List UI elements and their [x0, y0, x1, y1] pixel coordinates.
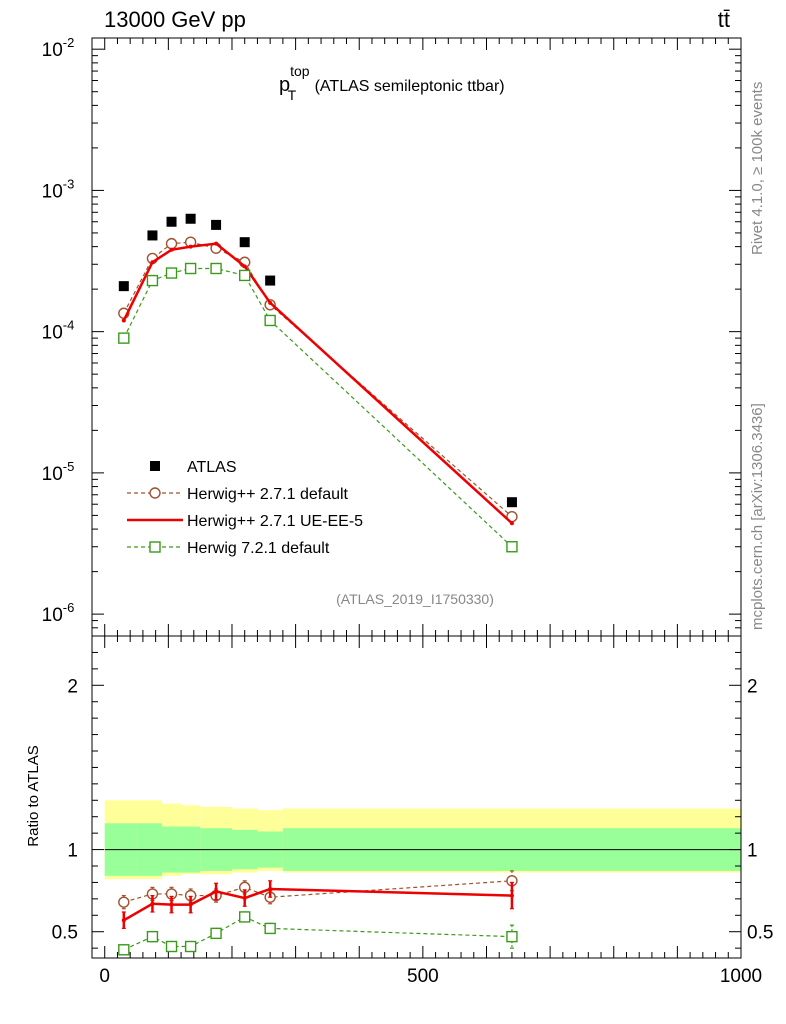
- ratio-y-tick-label-right: 2: [747, 676, 758, 697]
- data-point-0: [211, 219, 222, 230]
- y-tick-label: 10-5: [42, 459, 75, 485]
- process-label: tt̄: [718, 7, 730, 32]
- data-point-1: [165, 237, 178, 250]
- data-point-3: [184, 262, 197, 275]
- series-line-2: [122, 242, 513, 525]
- data-point-0: [147, 230, 158, 241]
- data-point-0: [265, 275, 276, 286]
- main-panel: 10-6 10-5 10-4 10-3 10-2: [42, 35, 742, 648]
- ratio-point-2: [118, 944, 130, 956]
- ratio-y-tick-label: 0.5: [52, 923, 78, 944]
- source-label: mcplots.cern.ch [arXiv:1306.3436]: [749, 403, 766, 630]
- data-point-0: [506, 497, 517, 508]
- title-description: (ATLAS semileptonic ttbar): [310, 78, 504, 95]
- ratio-point-2: [165, 940, 178, 953]
- data-point-2: [509, 521, 514, 526]
- data-point-2: [188, 244, 193, 249]
- x-tick-label: 0: [99, 966, 110, 987]
- legend-label-0: ATLAS: [187, 459, 237, 476]
- y-tick-label: 10-4: [42, 318, 75, 344]
- ratio-line-1: [123, 887, 512, 922]
- ratio-point-2: [146, 930, 159, 943]
- ratio-panel: 0 500 1000 0.5 0.5 1 1 2 2: [52, 635, 773, 987]
- ratio-line-2: [123, 916, 512, 951]
- ratio-point-2: [264, 922, 276, 935]
- series-line-3: [123, 267, 513, 548]
- data-point-2: [169, 247, 174, 252]
- ratio-line-0: [123, 880, 512, 903]
- ratio-point-1: [268, 887, 273, 891]
- data-point-2: [121, 318, 126, 323]
- ratio-y-tick-label-right: 1: [747, 841, 758, 862]
- ratio-point-2: [184, 940, 197, 953]
- ratio-point-1: [214, 889, 219, 894]
- data-point-2: [150, 260, 155, 265]
- title-subscript: T: [288, 87, 297, 103]
- y-tick-label: 10-3: [42, 176, 75, 202]
- ratio-ylabel: Ratio to ATLAS: [25, 745, 42, 846]
- legend-label-2: Herwig++ 2.7.1 UE-EE-5: [187, 513, 363, 530]
- data-point-0: [185, 213, 196, 224]
- data-point-2: [242, 264, 247, 269]
- ratio-y-tick-label: 2: [67, 676, 78, 697]
- ratio-point-0: [118, 896, 130, 908]
- ratio-frame: [91, 635, 742, 959]
- energy-label: 13000 GeV pp: [104, 7, 246, 32]
- series-line-1: [123, 241, 513, 518]
- ratio-point-1: [509, 893, 514, 898]
- data-point-2: [268, 300, 273, 305]
- legend-symbol-atlas: [150, 461, 160, 471]
- ratio-point-1: [242, 896, 247, 901]
- legend-label-3: Herwig 7.2.1 default: [187, 540, 330, 557]
- plot-title: ptop T (ATLAS semileptonic ttbar): [279, 63, 505, 103]
- ratio-y-tick-label: 1: [67, 841, 78, 862]
- data-point-0: [239, 237, 250, 248]
- data-point-0: [166, 216, 177, 227]
- data-point-3: [239, 269, 251, 282]
- data-point-2: [214, 241, 219, 246]
- ratio-point-1: [150, 901, 155, 906]
- ratio-point-1: [169, 902, 174, 907]
- legend-marker-1: [149, 487, 161, 499]
- y-tick-label: 10-2: [42, 35, 75, 61]
- x-tick-label: 1000: [720, 966, 762, 987]
- legend-label-1: Herwig++ 2.7.1 default: [187, 486, 349, 503]
- ratio-point-1: [188, 902, 193, 907]
- data-point-0: [118, 281, 129, 292]
- analysis-tag: (ATLAS_2019_I1750330): [336, 591, 494, 607]
- ratio-point-2: [506, 930, 518, 943]
- legend: ATLAS Herwig++ 2.7.1 default Herwig++ 2.7.…: [127, 459, 363, 557]
- data-point-3: [264, 314, 276, 327]
- data-point-3: [210, 262, 222, 275]
- ratio-y-tick-label-right: 0.5: [747, 923, 773, 944]
- ratio-point-2: [239, 911, 251, 923]
- rivet-version-label: Rivet 4.1.0, ≥ 100k events: [749, 82, 766, 255]
- y-tick-label: 10-6: [42, 600, 75, 626]
- ratio-point-2: [210, 927, 222, 940]
- data-point-3: [118, 332, 130, 344]
- title-superscript: top: [290, 63, 310, 79]
- ratio-point-1: [121, 918, 126, 923]
- x-tick-label: 500: [407, 966, 439, 987]
- data-point-3: [506, 541, 518, 553]
- data-point-3: [165, 267, 178, 279]
- title-main: p: [279, 74, 290, 96]
- legend-marker-3: [149, 541, 161, 553]
- data-point-3: [146, 274, 159, 287]
